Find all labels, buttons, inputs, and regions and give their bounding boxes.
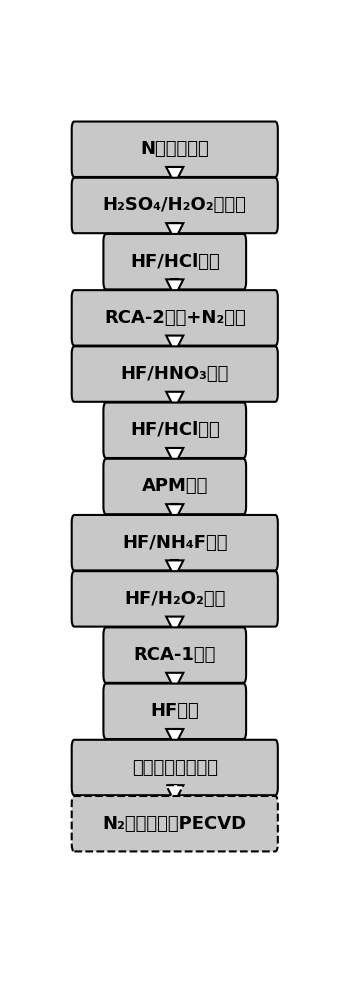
- Polygon shape: [166, 673, 183, 690]
- FancyBboxPatch shape: [103, 459, 246, 514]
- Polygon shape: [172, 617, 178, 620]
- Polygon shape: [166, 785, 183, 802]
- Polygon shape: [172, 560, 178, 564]
- Polygon shape: [166, 167, 183, 184]
- Polygon shape: [166, 223, 183, 240]
- Polygon shape: [172, 223, 178, 227]
- Polygon shape: [166, 504, 183, 521]
- Text: RCA-1清洗: RCA-1清洗: [134, 646, 216, 664]
- Polygon shape: [166, 336, 183, 353]
- Polygon shape: [172, 336, 178, 339]
- Polygon shape: [172, 167, 178, 171]
- Polygon shape: [172, 673, 178, 677]
- Text: HF/HCl浸渍: HF/HCl浸渍: [130, 421, 220, 439]
- Polygon shape: [166, 729, 183, 746]
- Text: H₂SO₄/H₂O₂预清洗: H₂SO₄/H₂O₂预清洗: [103, 196, 247, 214]
- Polygon shape: [172, 448, 178, 452]
- FancyBboxPatch shape: [103, 234, 246, 289]
- Text: HF/H₂O₂浸渍: HF/H₂O₂浸渍: [124, 590, 225, 608]
- FancyBboxPatch shape: [72, 290, 278, 346]
- Text: N型硅片制绒: N型硅片制绒: [140, 140, 209, 158]
- FancyBboxPatch shape: [72, 515, 278, 570]
- Text: N₂吹干转移至PECVD: N₂吹干转移至PECVD: [103, 815, 247, 833]
- Polygon shape: [172, 504, 178, 508]
- FancyBboxPatch shape: [72, 571, 278, 627]
- Polygon shape: [172, 392, 178, 396]
- Text: APM清洗: APM清洗: [142, 477, 208, 495]
- Text: HF浸渍: HF浸渍: [150, 702, 199, 720]
- Text: HF/HNO₃刻蚀: HF/HNO₃刻蚀: [121, 365, 229, 383]
- Polygon shape: [172, 785, 178, 789]
- FancyBboxPatch shape: [72, 346, 278, 402]
- Text: 去离子水水浴处理: 去离子水水浴处理: [132, 759, 218, 777]
- Polygon shape: [172, 279, 178, 283]
- Polygon shape: [166, 448, 183, 465]
- Polygon shape: [166, 560, 183, 577]
- FancyBboxPatch shape: [72, 740, 278, 795]
- Text: HF/HCl浸渍: HF/HCl浸渍: [130, 253, 220, 271]
- FancyBboxPatch shape: [72, 178, 278, 233]
- Polygon shape: [166, 279, 183, 296]
- Text: HF/NH₄F浸渍: HF/NH₄F浸渍: [122, 534, 227, 552]
- Text: RCA-2清洗+N₂烘干: RCA-2清洗+N₂烘干: [104, 309, 246, 327]
- FancyBboxPatch shape: [103, 403, 246, 458]
- FancyBboxPatch shape: [103, 684, 246, 739]
- Polygon shape: [166, 617, 183, 634]
- Polygon shape: [166, 392, 183, 409]
- FancyBboxPatch shape: [103, 627, 246, 683]
- FancyBboxPatch shape: [72, 122, 278, 177]
- FancyBboxPatch shape: [72, 796, 278, 851]
- Polygon shape: [172, 729, 178, 733]
